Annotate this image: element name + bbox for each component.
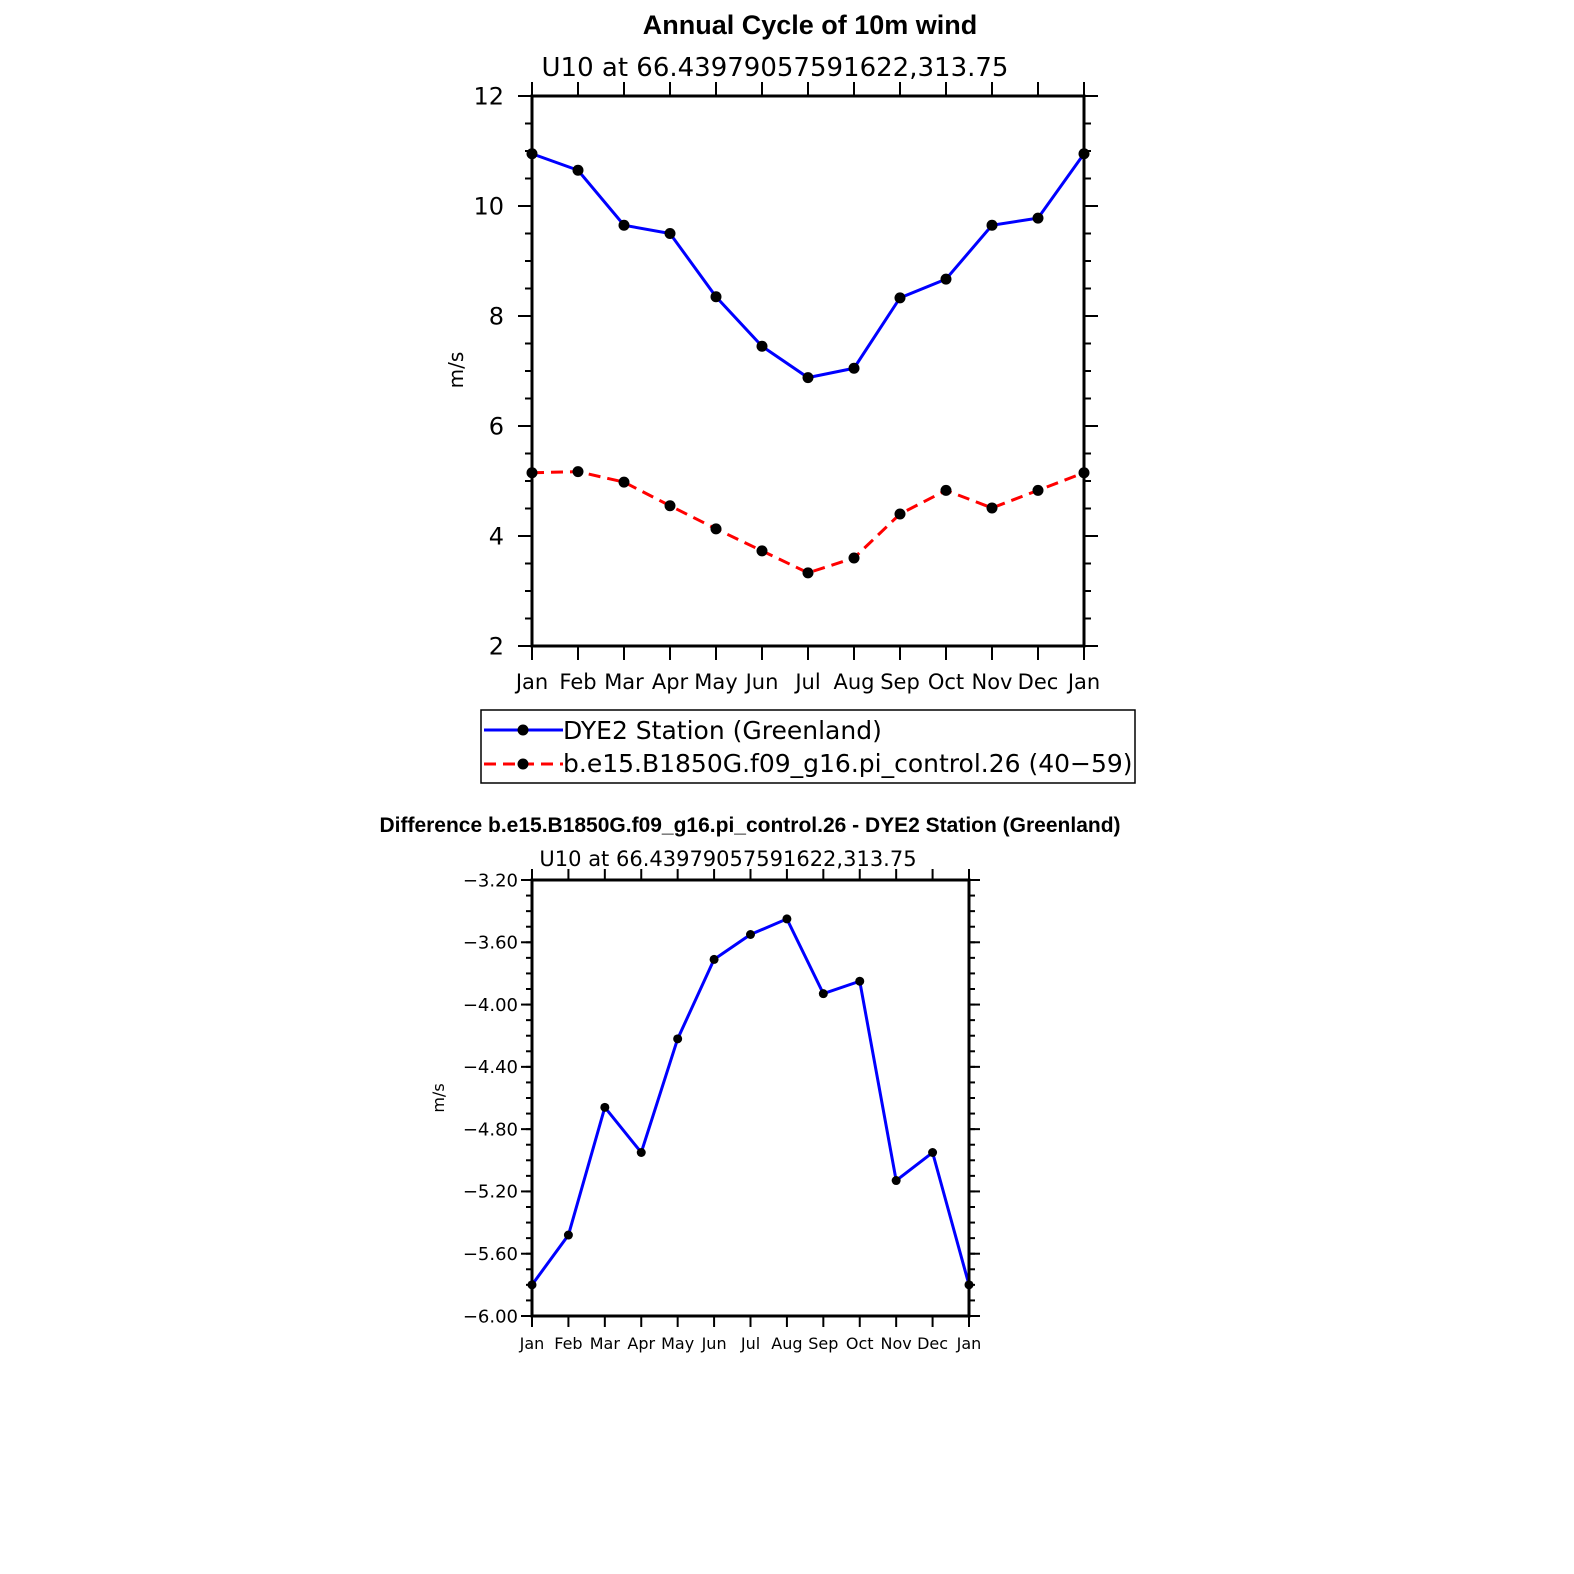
x-tick-label: Mar: [604, 670, 644, 694]
series-0-point: [673, 1034, 683, 1044]
y-tick-label: 12: [473, 82, 504, 110]
y-tick-label: 2: [489, 632, 504, 660]
series-0-point: [802, 372, 814, 384]
y-tick-label: −4.80: [463, 1119, 518, 1140]
series-0-point: [818, 989, 828, 999]
y-tick-label: 4: [489, 522, 504, 550]
series-1-point: [940, 484, 952, 496]
x-tick-label: Jul: [793, 670, 820, 694]
y-tick-label: −3.20: [463, 870, 518, 891]
x-tick-label: May: [694, 670, 737, 694]
series-1-point: [986, 502, 998, 514]
series-0-point: [928, 1148, 938, 1157]
x-tick-label: Oct: [846, 1334, 874, 1353]
series-0-point: [618, 219, 630, 231]
chart2-ylabel: m/s: [429, 1083, 448, 1112]
chart2-subtitle: U10 at 66.43979057591622,313.75: [539, 847, 916, 871]
x-tick-label: Feb: [559, 670, 596, 694]
annual-cycle-chart: Annual Cycle of 10m wind U10 at 66.43979…: [444, 10, 1136, 784]
x-tick-label: Sep: [880, 670, 920, 694]
series-1-point: [618, 476, 630, 488]
series-0-point: [636, 1148, 646, 1157]
x-tick-label: Jul: [740, 1334, 760, 1353]
series-0-point: [940, 273, 952, 285]
series-0-point: [782, 914, 792, 924]
chart1-title: Annual Cycle of 10m wind: [643, 10, 978, 40]
series-0-point: [1032, 212, 1044, 224]
series-0-point: [986, 219, 998, 231]
series-0-point: [756, 340, 768, 352]
series-line-1: [531, 470, 1085, 575]
y-tick-label: −5.60: [463, 1244, 518, 1265]
x-tick-label: Sep: [808, 1334, 838, 1353]
chart1-legend: DYE2 Station (Greenland) b.e15.B1850G.f0…: [480, 709, 1136, 784]
series-line-0: [531, 152, 1086, 380]
y-tick-label: 10: [473, 192, 504, 220]
x-tick-label: Apr: [627, 1334, 655, 1353]
series-1-point: [756, 545, 768, 557]
x-tick-label: Aug: [771, 1334, 802, 1353]
series-1-point: [894, 508, 906, 520]
x-tick-label: Mar: [590, 1334, 621, 1353]
y-tick-label: −4.00: [463, 995, 518, 1016]
y-tick-label: −5.20: [463, 1182, 518, 1203]
x-tick-label: Dec: [1018, 670, 1059, 694]
series-1-point: [710, 523, 722, 535]
series-0-point: [664, 228, 676, 239]
chart1-plot-frame: [530, 94, 1086, 648]
chart1-ylabel: m/s: [444, 352, 468, 389]
series-0-point: [710, 291, 722, 303]
series-0-point: [894, 292, 906, 304]
x-tick-label: Jun: [701, 1334, 727, 1353]
series-1-point: [848, 552, 860, 564]
y-tick-label: −3.60: [463, 933, 518, 954]
y-tick-label: 8: [489, 302, 504, 330]
legend-marker-station: [517, 724, 529, 736]
x-tick-label: Oct: [928, 670, 964, 694]
x-tick-label: Dec: [917, 1334, 948, 1353]
x-tick-label: Jun: [744, 670, 779, 694]
chart1-subtitle: U10 at 66.43979057591622,313.75: [542, 53, 1009, 83]
x-tick-label: Nov: [972, 670, 1013, 694]
series-0-point: [848, 362, 860, 374]
legend-box: [480, 709, 1136, 784]
chart2-title: Difference b.e15.B1850G.f09_g16.pi_contr…: [379, 814, 1120, 837]
series-1-point: [802, 567, 814, 579]
series-0-point: [855, 976, 865, 986]
y-tick-label: −4.40: [463, 1057, 518, 1078]
x-tick-label: Nov: [881, 1334, 912, 1353]
chart2-plot-frame: [530, 878, 971, 1318]
series-0-point: [891, 1176, 901, 1186]
x-tick-label: Aug: [833, 670, 874, 694]
x-tick-label: Feb: [554, 1334, 582, 1353]
series-0-point: [709, 954, 719, 964]
x-tick-label: Jan: [956, 1334, 982, 1353]
legend-label-model: b.e15.B1850G.f09_g16.pi_control.26 (40−5…: [563, 749, 1133, 778]
x-tick-label: May: [661, 1334, 694, 1353]
series-0-point: [572, 164, 584, 176]
legend-label-station: DYE2 Station (Greenland): [563, 716, 882, 745]
series-1-point: [572, 466, 584, 478]
difference-chart: Difference b.e15.B1850G.f09_g16.pi_contr…: [379, 814, 1120, 1353]
series-0-point: [746, 930, 755, 939]
series-1-point: [1032, 484, 1044, 496]
series-line-0: [530, 916, 971, 1286]
x-tick-label: Jan: [1066, 670, 1100, 694]
series-0-point: [600, 1102, 610, 1112]
y-tick-label: −6.00: [463, 1306, 518, 1327]
legend-marker-model: [517, 758, 529, 770]
y-tick-label: 6: [489, 412, 504, 440]
x-tick-label: Jan: [519, 1334, 545, 1353]
x-tick-label: Jan: [514, 670, 548, 694]
series-0-point: [563, 1230, 573, 1240]
series-1-point: [664, 500, 676, 512]
x-tick-label: Apr: [652, 670, 689, 694]
